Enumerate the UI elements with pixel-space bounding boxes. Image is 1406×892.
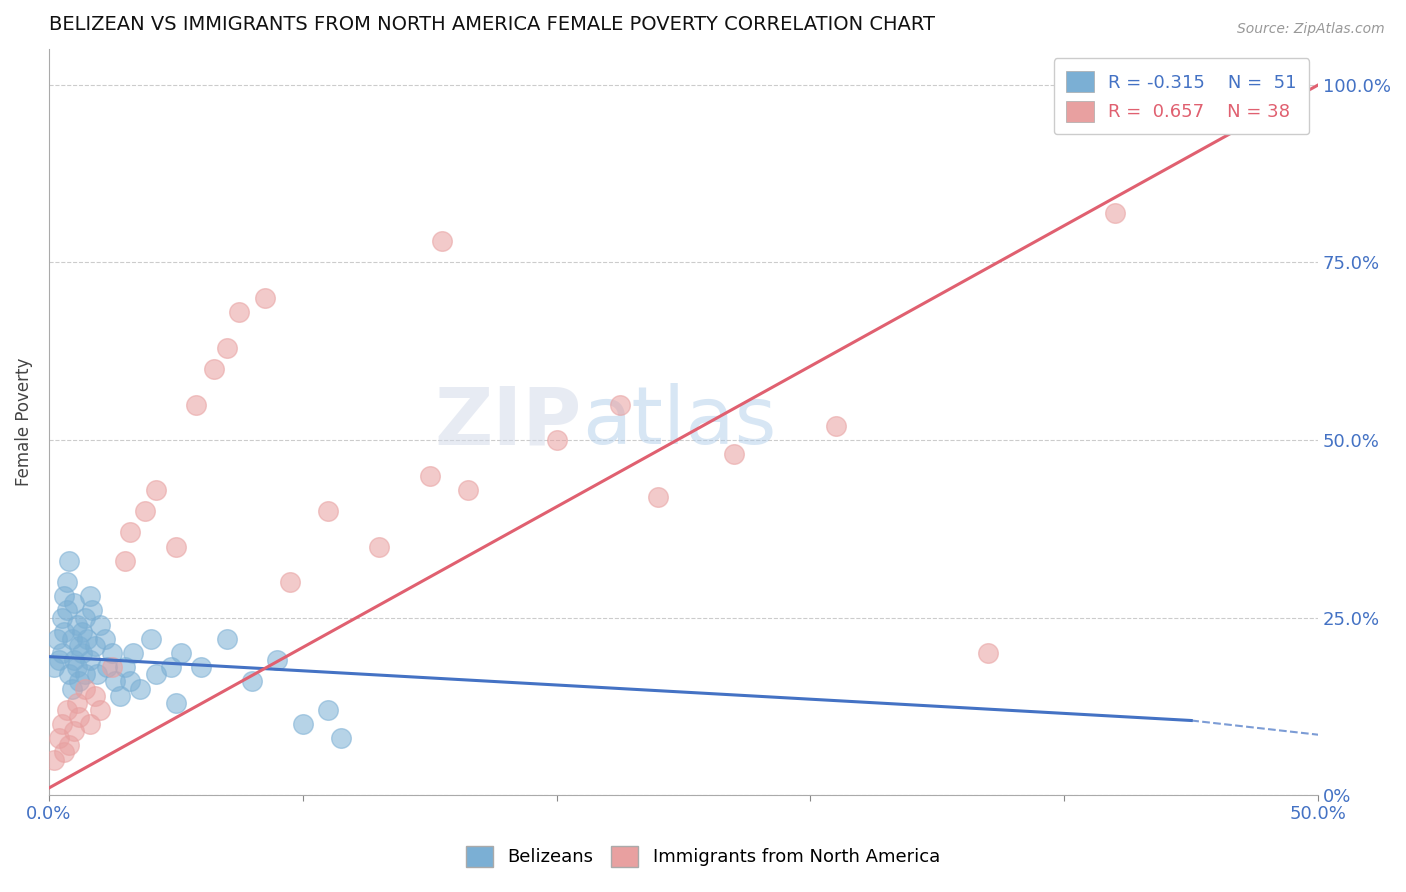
Point — [114, 554, 136, 568]
Point — [120, 525, 142, 540]
Point — [291, 717, 314, 731]
Point — [165, 696, 187, 710]
Point — [55, 574, 77, 589]
Point — [76, 632, 98, 646]
Point — [368, 540, 391, 554]
Point — [432, 234, 454, 248]
Point — [58, 554, 80, 568]
Point — [190, 660, 212, 674]
Point — [48, 731, 70, 746]
Point — [53, 746, 76, 760]
Point — [86, 667, 108, 681]
Point — [66, 660, 89, 674]
Point — [58, 739, 80, 753]
Point — [67, 674, 90, 689]
Point — [94, 632, 117, 646]
Point — [647, 490, 669, 504]
Point — [73, 610, 96, 624]
Point — [278, 574, 301, 589]
Point — [51, 717, 73, 731]
Point — [101, 646, 124, 660]
Point — [73, 667, 96, 681]
Point — [145, 667, 167, 681]
Point — [48, 653, 70, 667]
Point — [42, 753, 65, 767]
Legend: R = -0.315    N =  51, R =  0.657    N = 38: R = -0.315 N = 51, R = 0.657 N = 38 — [1054, 59, 1309, 135]
Point — [63, 724, 86, 739]
Text: Source: ZipAtlas.com: Source: ZipAtlas.com — [1237, 22, 1385, 37]
Point — [170, 646, 193, 660]
Text: BELIZEAN VS IMMIGRANTS FROM NORTH AMERICA FEMALE POVERTY CORRELATION CHART: BELIZEAN VS IMMIGRANTS FROM NORTH AMERIC… — [49, 15, 935, 34]
Point — [53, 624, 76, 639]
Point — [139, 632, 162, 646]
Point — [316, 703, 339, 717]
Point — [215, 632, 238, 646]
Point — [55, 603, 77, 617]
Point — [89, 703, 111, 717]
Point — [89, 617, 111, 632]
Point — [83, 689, 105, 703]
Point — [329, 731, 352, 746]
Point — [228, 305, 250, 319]
Point — [419, 468, 441, 483]
Point — [67, 710, 90, 724]
Point — [121, 646, 143, 660]
Point — [63, 596, 86, 610]
Point — [1154, 78, 1177, 92]
Point — [104, 674, 127, 689]
Point — [202, 362, 225, 376]
Point — [45, 632, 67, 646]
Point — [165, 540, 187, 554]
Point — [60, 632, 83, 646]
Point — [114, 660, 136, 674]
Point — [101, 660, 124, 674]
Point — [53, 589, 76, 603]
Point — [60, 681, 83, 696]
Point — [120, 674, 142, 689]
Point — [67, 639, 90, 653]
Point — [66, 696, 89, 710]
Point — [83, 639, 105, 653]
Point — [73, 681, 96, 696]
Point — [42, 660, 65, 674]
Point — [79, 653, 101, 667]
Point — [159, 660, 181, 674]
Point — [266, 653, 288, 667]
Point — [240, 674, 263, 689]
Text: atlas: atlas — [582, 384, 776, 461]
Point — [824, 418, 846, 433]
Point — [51, 646, 73, 660]
Point — [457, 483, 479, 497]
Point — [63, 653, 86, 667]
Y-axis label: Female Poverty: Female Poverty — [15, 358, 32, 486]
Point — [58, 667, 80, 681]
Point — [316, 504, 339, 518]
Point — [1104, 206, 1126, 220]
Point — [70, 646, 93, 660]
Point — [977, 646, 1000, 660]
Point — [253, 291, 276, 305]
Point — [79, 717, 101, 731]
Point — [145, 483, 167, 497]
Point — [70, 624, 93, 639]
Point — [215, 341, 238, 355]
Point — [82, 603, 104, 617]
Point — [723, 447, 745, 461]
Point — [129, 681, 152, 696]
Legend: Belizeans, Immigrants from North America: Belizeans, Immigrants from North America — [458, 838, 948, 874]
Point — [96, 660, 118, 674]
Text: ZIP: ZIP — [434, 384, 582, 461]
Point — [66, 617, 89, 632]
Point — [79, 589, 101, 603]
Point — [609, 397, 631, 411]
Point — [51, 610, 73, 624]
Point — [546, 433, 568, 447]
Point — [55, 703, 77, 717]
Point — [186, 397, 208, 411]
Point — [134, 504, 156, 518]
Point — [108, 689, 131, 703]
